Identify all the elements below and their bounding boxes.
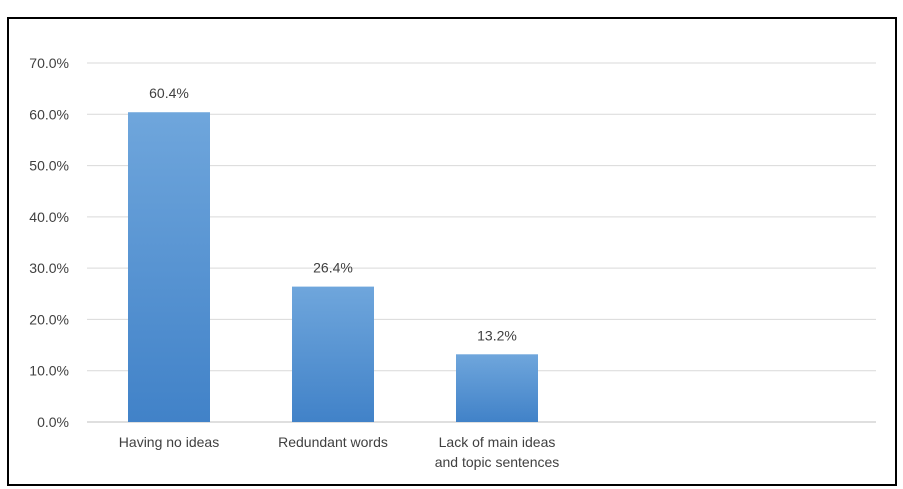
y-tick-label: 40.0% — [29, 209, 69, 225]
y-tick-label: 10.0% — [29, 363, 69, 379]
data-labels: 60.4% 26.4% 13.2% — [149, 85, 517, 343]
x-axis-categories: Having no ideas Redundant words Lack of ma… — [119, 434, 559, 470]
bar — [128, 112, 210, 422]
data-label: 60.4% — [149, 85, 189, 101]
bars — [128, 112, 538, 422]
category-label: Redundant words — [278, 434, 388, 450]
data-label: 26.4% — [313, 260, 353, 276]
y-tick-label: 70.0% — [29, 55, 69, 71]
y-tick-label: 50.0% — [29, 158, 69, 174]
bar — [292, 286, 374, 422]
y-tick-label: 0.0% — [37, 414, 69, 430]
bar — [456, 354, 538, 422]
category-label: Lack of main ideas — [439, 434, 556, 450]
y-tick-label: 20.0% — [29, 311, 69, 327]
data-label: 13.2% — [477, 327, 517, 343]
category-label: Having no ideas — [119, 434, 219, 450]
y-tick-label: 30.0% — [29, 260, 69, 276]
y-axis-ticks: 0.0% 10.0% 20.0% 30.0% 40.0% 50.0% 60.0% 70.0% — [29, 55, 69, 430]
category-label: and topic sentences — [435, 454, 560, 470]
y-tick-label: 60.0% — [29, 106, 69, 122]
gridlines — [87, 62, 876, 423]
